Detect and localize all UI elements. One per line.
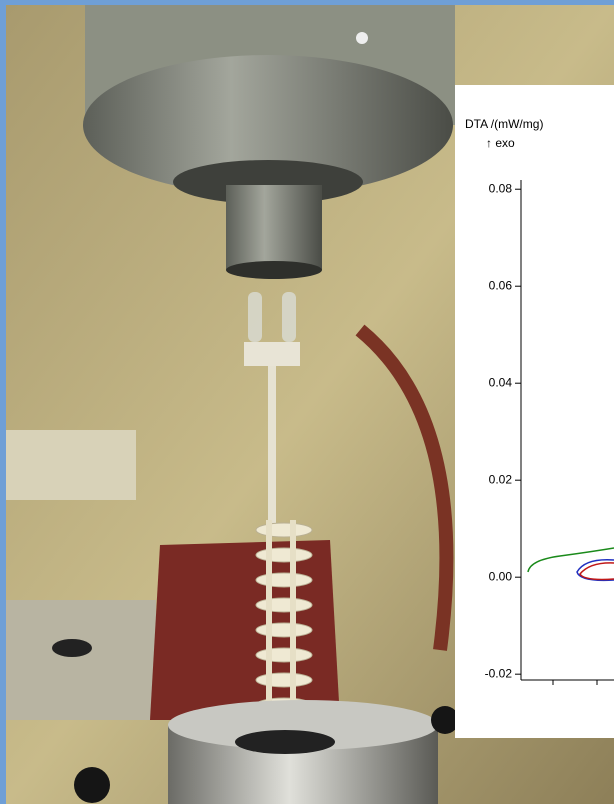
y-tick-label: 0.08 — [489, 181, 513, 195]
y-tick-label: 0.04 — [489, 375, 513, 389]
annotation: ↑ exo — [486, 136, 515, 150]
curves — [527, 547, 614, 582]
curve-blue — [576, 559, 614, 582]
y-tick-label: -0.02 — [485, 666, 513, 680]
chart-panel — [455, 85, 614, 738]
curve-green — [527, 547, 614, 573]
y-axis-label: DTA /(mW/mg) — [465, 117, 543, 131]
y-tick-label: 0.02 — [489, 472, 513, 486]
axes — [520, 180, 614, 685]
y-tick-label: 0.00 — [489, 569, 513, 583]
curve-red — [579, 562, 614, 581]
y-tick-label: 0.06 — [489, 278, 513, 292]
